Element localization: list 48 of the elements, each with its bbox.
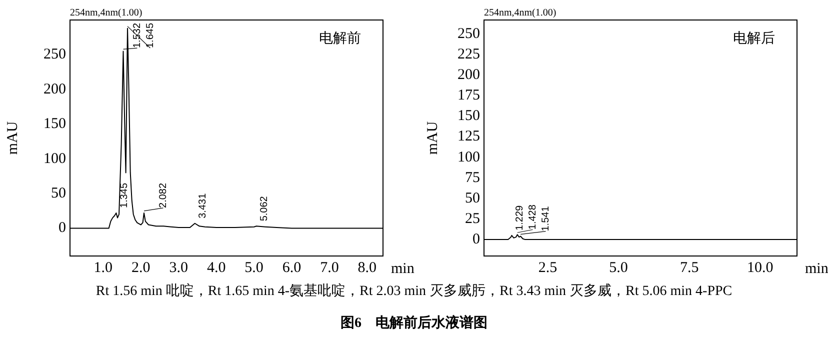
- y-tick-label: 200: [44, 81, 66, 98]
- x-tick-label: 5.0: [244, 260, 264, 276]
- annotation: 3.431: [198, 192, 209, 218]
- annotation: 1.541: [540, 206, 552, 232]
- y-tick-label: 0: [472, 231, 480, 248]
- x-tick-label: 5.0: [609, 260, 628, 276]
- y-tick-label: 150: [458, 108, 480, 124]
- annotation: 1.229: [514, 204, 526, 230]
- y-tick-label: 250: [458, 26, 480, 42]
- x-tick-label: 8.0: [358, 260, 377, 276]
- annotation: 1.645: [144, 22, 156, 48]
- x-tick-label: 6.0: [282, 260, 302, 276]
- annotation: 1.345: [118, 182, 130, 208]
- y-tick-label: 100: [44, 150, 66, 167]
- annotation: 1.428: [527, 204, 538, 230]
- x-tick-label: 1.0: [94, 260, 113, 276]
- x-tick-label: 7.0: [320, 260, 339, 276]
- chart-subtitle: 254nm,4nm(1.00): [70, 8, 142, 19]
- text: Rt 1.56 min 吡啶，Rt 1.65 min 4-氨基吡啶，Rt 2.03 min 灭多威肟，Rt 3.43 min 灭多威，Rt 5.06 min 4-PPC: [94, 282, 734, 300]
- y-tick-label: 50: [465, 190, 480, 206]
- y-axis-title: mAU: [424, 121, 441, 155]
- text: 电解前: [319, 30, 361, 47]
- annotation: 5.062: [259, 196, 270, 222]
- x-tick-label: 3.0: [169, 260, 188, 276]
- x-axis-title: min: [391, 260, 415, 277]
- y-tick-label: 25: [465, 210, 480, 227]
- x-axis-title: min: [805, 260, 828, 277]
- chart-subtitle: 254nm,4nm(1.00): [484, 8, 556, 19]
- y-tick-label: 175: [458, 88, 480, 104]
- x-tick-label: 2.5: [538, 260, 558, 276]
- y-tick-label: 250: [44, 46, 66, 63]
- x-tick-label: 10.0: [747, 260, 774, 276]
- y-tick-label: 100: [458, 149, 480, 166]
- caption: 图6 电解前后水液谱图: [340, 314, 488, 332]
- x-tick-label: 4.0: [206, 260, 226, 276]
- y-axis-title: mAU: [4, 121, 21, 155]
- y-tick-label: 225: [458, 46, 480, 62]
- x-tick-label: 2.0: [132, 260, 150, 276]
- y-tick-label: 50: [51, 185, 66, 202]
- annotation: 1.532: [132, 22, 143, 48]
- y-tick-label: 75: [465, 170, 480, 186]
- x-tick-label: 7.5: [680, 260, 699, 276]
- y-tick-label: 0: [58, 220, 66, 236]
- text: 电解后: [733, 30, 775, 47]
- y-tick-label: 125: [458, 128, 480, 145]
- y-tick-label: 150: [44, 116, 66, 132]
- y-tick-label: 200: [458, 67, 480, 84]
- annotation: 2.082: [158, 182, 169, 208]
